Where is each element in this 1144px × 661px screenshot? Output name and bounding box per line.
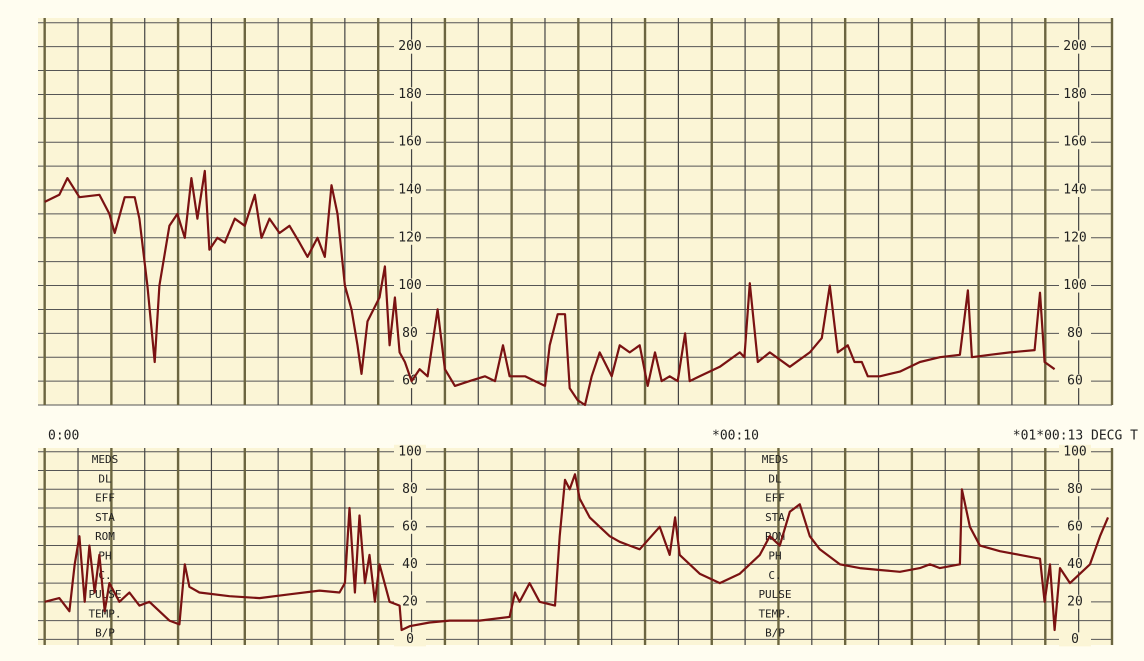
y-tick-label: 120 bbox=[1063, 230, 1086, 245]
chart-note: ROM bbox=[765, 530, 785, 543]
y-tick-label: 0 bbox=[406, 632, 414, 647]
chart-note: TEMP. bbox=[758, 607, 791, 620]
chart-note: MEDS bbox=[92, 453, 119, 466]
tick-label-bg bbox=[394, 39, 426, 54]
y-tick-label: 100 bbox=[398, 278, 421, 293]
tick-label-bg bbox=[1059, 326, 1091, 341]
tick-label-bg bbox=[1059, 39, 1091, 54]
chart-note: PULSE bbox=[758, 588, 791, 601]
y-tick-label: 80 bbox=[402, 326, 418, 341]
tick-label-bg bbox=[394, 326, 426, 341]
y-tick-label: 140 bbox=[1063, 183, 1086, 198]
tick-label-bg bbox=[1059, 374, 1091, 389]
y-tick-label: 60 bbox=[402, 519, 418, 534]
chart-note: DL bbox=[768, 472, 782, 485]
tick-label-bg bbox=[1059, 632, 1091, 647]
y-tick-label: 100 bbox=[1063, 444, 1086, 459]
fhr-panel bbox=[38, 18, 1112, 405]
y-tick-label: 200 bbox=[398, 39, 421, 54]
tick-label-bg bbox=[1059, 230, 1091, 245]
chart-note: B/P bbox=[765, 627, 785, 640]
y-tick-label: 200 bbox=[1063, 39, 1086, 54]
chart-note: B/P bbox=[95, 627, 115, 640]
y-tick-label: 80 bbox=[402, 482, 418, 497]
time-label: 0:00 bbox=[48, 429, 79, 444]
tick-label-bg bbox=[1059, 519, 1091, 534]
chart-note: PH bbox=[768, 550, 781, 563]
tick-label-bg bbox=[1059, 87, 1091, 102]
y-tick-label: 120 bbox=[398, 230, 421, 245]
chart-note: PH bbox=[98, 550, 111, 563]
chart-note: DL bbox=[98, 472, 112, 485]
time-label: *01*00:13 DECG T bbox=[1013, 429, 1138, 444]
tick-label-bg bbox=[1059, 183, 1091, 197]
chart-note: MEDS bbox=[762, 453, 789, 466]
trace bbox=[44, 169, 1056, 407]
y-tick-label: 100 bbox=[398, 444, 421, 459]
chart-note: TEMP. bbox=[88, 607, 121, 620]
tick-label-bg bbox=[394, 87, 426, 102]
y-tick-label: 40 bbox=[1067, 557, 1083, 572]
chart-note: EFF bbox=[765, 492, 785, 505]
chart-note: EFF bbox=[95, 492, 115, 505]
y-tick-label: 20 bbox=[1067, 594, 1083, 609]
tick-label-bg bbox=[394, 519, 426, 534]
tick-label-bg bbox=[1059, 594, 1091, 609]
tick-label-bg bbox=[1059, 557, 1091, 572]
tick-label-bg bbox=[394, 183, 426, 197]
tick-label-bg bbox=[394, 444, 426, 459]
tick-label-bg bbox=[1059, 278, 1091, 293]
y-tick-label: 160 bbox=[1063, 135, 1086, 150]
y-tick-label: 180 bbox=[398, 87, 421, 102]
chart-note: STA bbox=[95, 511, 115, 524]
trace bbox=[44, 473, 1110, 632]
tick-label-bg bbox=[394, 632, 426, 647]
y-tick-label: 100 bbox=[1063, 278, 1086, 293]
tick-label-bg bbox=[394, 278, 426, 293]
toco-panel bbox=[38, 448, 1112, 645]
y-tick-label: 40 bbox=[402, 557, 418, 572]
y-tick-label: 180 bbox=[1063, 87, 1086, 102]
y-tick-label: 80 bbox=[1067, 326, 1083, 341]
y-tick-label: 60 bbox=[1067, 374, 1083, 389]
tick-label-bg bbox=[1059, 135, 1091, 150]
tick-label-bg bbox=[1059, 444, 1091, 459]
y-tick-label: 60 bbox=[1067, 519, 1083, 534]
tick-label-bg bbox=[394, 374, 426, 389]
tick-label-bg bbox=[394, 594, 426, 609]
y-tick-label: 160 bbox=[398, 135, 421, 150]
chart-note: STA bbox=[765, 511, 785, 524]
tick-label-bg bbox=[394, 482, 426, 497]
y-tick-label: 20 bbox=[402, 594, 418, 609]
tick-label-bg bbox=[394, 230, 426, 245]
chart-note: C. bbox=[768, 569, 781, 582]
time-label: *00:10 bbox=[712, 429, 759, 444]
tick-label-bg bbox=[1059, 482, 1091, 497]
tick-label-bg bbox=[394, 557, 426, 572]
y-tick-label: 0 bbox=[1071, 632, 1079, 647]
chart-note: ROM bbox=[95, 530, 115, 543]
y-tick-label: 80 bbox=[1067, 482, 1083, 497]
tick-label-bg bbox=[394, 135, 426, 150]
y-tick-label: 140 bbox=[398, 183, 421, 198]
